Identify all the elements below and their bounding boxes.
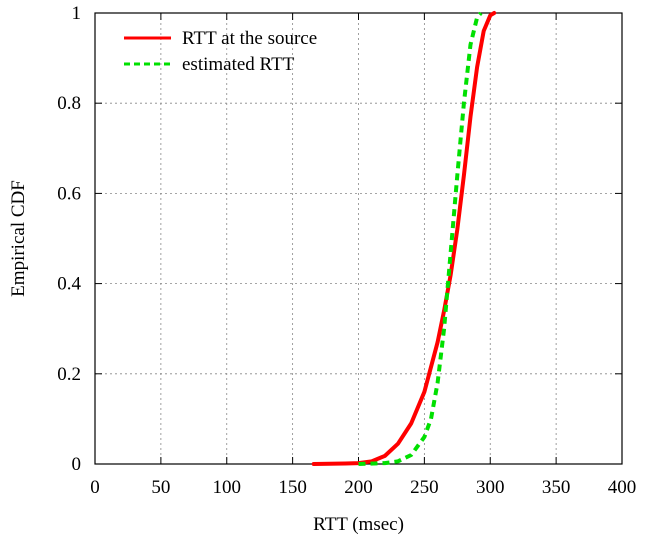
x-tick-label: 400	[608, 477, 637, 498]
x-tick-label: 50	[151, 477, 170, 498]
series-line-1	[358, 11, 483, 466]
y-tick-label: 0.2	[57, 364, 81, 385]
grid	[95, 13, 622, 464]
x-tick-label: 150	[278, 477, 307, 498]
legend: RTT at the source estimated RTT	[124, 28, 317, 75]
axis-ticks: 0 50 100 150 200 250 300 350 400 0 0.2 0.4 0.6 0.8 1	[57, 3, 636, 498]
legend-label-estimated-rtt: estimated RTT	[182, 54, 295, 75]
legend-label-rtt-source: RTT at the source	[182, 28, 317, 49]
x-tick-label: 200	[344, 477, 373, 498]
x-tick-label: 350	[542, 477, 571, 498]
y-tick-label: 0.8	[57, 93, 81, 114]
x-tick-label: 250	[410, 477, 439, 498]
series-line-0	[311, 11, 497, 466]
y-tick-label: 0.4	[57, 274, 81, 295]
x-tick-label: 0	[90, 477, 100, 498]
x-axis-title: RTT (msec)	[313, 514, 404, 535]
x-tick-label: 100	[213, 477, 242, 498]
y-axis-title: Empirical CDF	[8, 180, 29, 297]
series-layer	[311, 11, 497, 466]
y-tick-label: 0.6	[57, 183, 81, 204]
y-tick-label: 0	[72, 454, 82, 475]
x-tick-label: 300	[476, 477, 505, 498]
y-tick-label: 1	[72, 3, 82, 24]
